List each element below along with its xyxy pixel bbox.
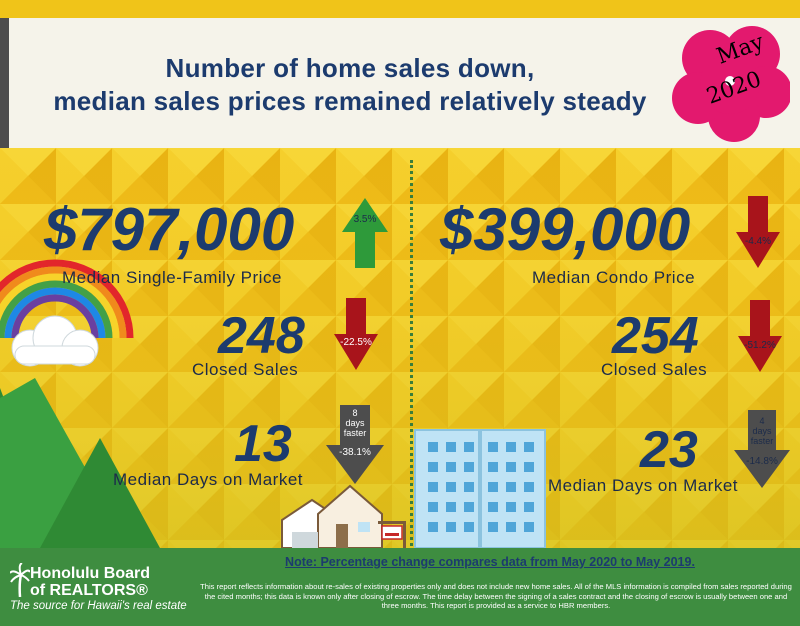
sf-days-note-3: faster — [343, 428, 367, 438]
condo-days-on-market: 23 — [640, 421, 698, 479]
condo-days-note-2: days — [752, 426, 772, 436]
sf-days-down-arrow-icon — [326, 405, 384, 484]
condo-median-price-label: Median Condo Price — [532, 268, 696, 287]
sf-days-on-market: 13 — [234, 415, 292, 473]
condo-days-note-1: 4 — [759, 416, 765, 426]
patterned-background — [0, 148, 800, 548]
condo-price-change: -4.4% — [744, 236, 772, 247]
header — [0, 0, 800, 148]
flower-center-icon — [725, 76, 735, 86]
rainbow-icon — [0, 259, 134, 339]
header-left-rule — [0, 18, 9, 148]
condo-price-down-arrow-icon — [736, 196, 780, 268]
condo-days-label: Median Days on Market — [548, 476, 739, 495]
hills-icon — [0, 378, 160, 548]
sf-closed-sales: 248 — [218, 307, 305, 365]
condo-days-change: -14.8% — [746, 456, 778, 467]
sf-days-label: Median Days on Market — [113, 470, 304, 489]
sf-days-note-2: days — [345, 418, 365, 428]
sf-days-note: 8 days faster — [340, 408, 370, 438]
disclaimer-text: This report reflects information about r… — [200, 582, 792, 611]
sf-sales-change: -22.5% — [340, 337, 372, 348]
condo-sales-down-arrow-icon — [738, 300, 782, 372]
page-title: Number of home sales down, median sales … — [20, 52, 680, 118]
hbr-logo-tagline: The source for Hawaii's real estate — [10, 600, 187, 612]
house-icon — [281, 484, 383, 548]
sf-days-note-1: 8 — [352, 408, 358, 418]
logo-line-2: of REALTORS® — [30, 582, 148, 599]
condo-closed-sales-label: Closed Sales — [601, 360, 708, 379]
condo-sales-change: -51.2% — [744, 340, 776, 351]
condo-closed-sales: 254 — [612, 307, 699, 365]
may-2020-badge: May 2020 — [672, 26, 790, 142]
sf-price-change: 3.5% — [353, 214, 377, 225]
flower-badge-icon — [672, 26, 790, 142]
cloud-icon — [11, 315, 99, 367]
sf-days-change: -38.1% — [339, 447, 371, 458]
condo-days-down-arrow-icon — [734, 410, 790, 488]
sf-closed-sales-label: Closed Sales — [192, 360, 299, 379]
comparison-note: Note: Percentage change compares data fr… — [285, 555, 695, 569]
palm-tree-logo-icon — [10, 563, 30, 597]
logo-line-1: Honolulu Board — [30, 565, 150, 582]
sf-sales-down-arrow-icon — [334, 298, 378, 370]
condo-days-note: 4 days faster — [748, 416, 776, 446]
sf-median-price-label: Median Single-Family Price — [62, 268, 282, 287]
sf-price-up-arrow-icon — [342, 198, 388, 268]
condo-days-note-3: faster — [750, 436, 774, 446]
footer — [0, 548, 800, 626]
header-top-bar — [0, 0, 800, 18]
sf-median-price: $797,000 — [44, 196, 295, 263]
column-divider — [410, 160, 413, 546]
condo-median-price: $399,000 — [440, 196, 691, 263]
title-line-2: median sales prices remained relatively … — [53, 86, 647, 116]
title-line-1: Number of home sales down, — [165, 53, 535, 83]
hbr-logo-name: Honolulu Board of REALTORS® — [30, 565, 150, 599]
condo-building-icon — [414, 429, 546, 548]
for-sale-sign-icon — [378, 521, 406, 548]
